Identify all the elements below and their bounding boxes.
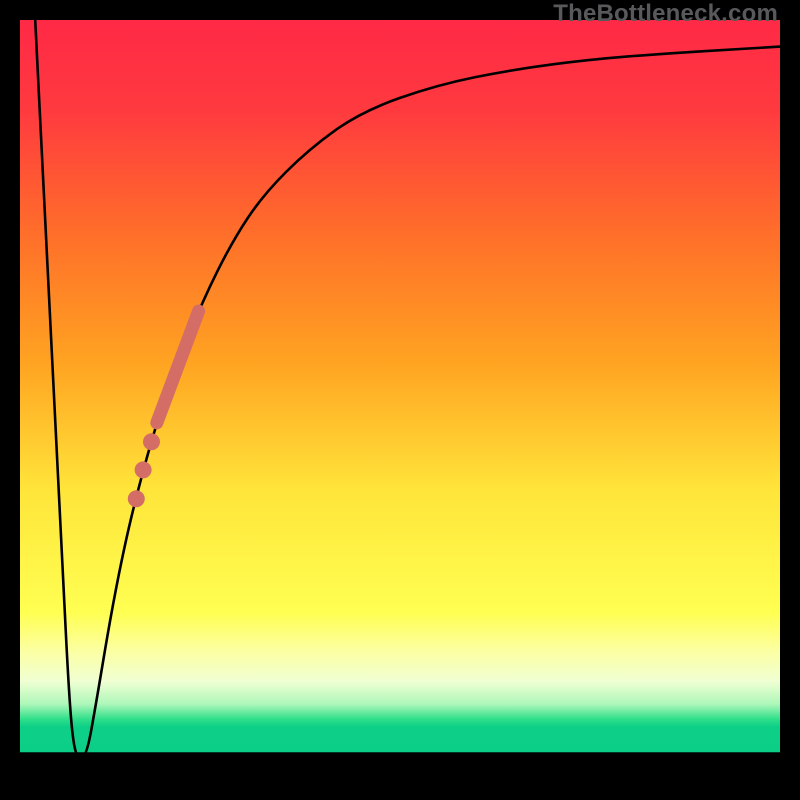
marker-dot: [128, 490, 145, 507]
chart-svg: [0, 0, 800, 800]
marker-dot: [143, 433, 160, 450]
chart-container: TheBottleneck.com: [0, 0, 800, 800]
watermark-text: TheBottleneck.com: [553, 0, 778, 28]
plot-background: [20, 20, 780, 780]
marker-dot: [135, 461, 152, 478]
